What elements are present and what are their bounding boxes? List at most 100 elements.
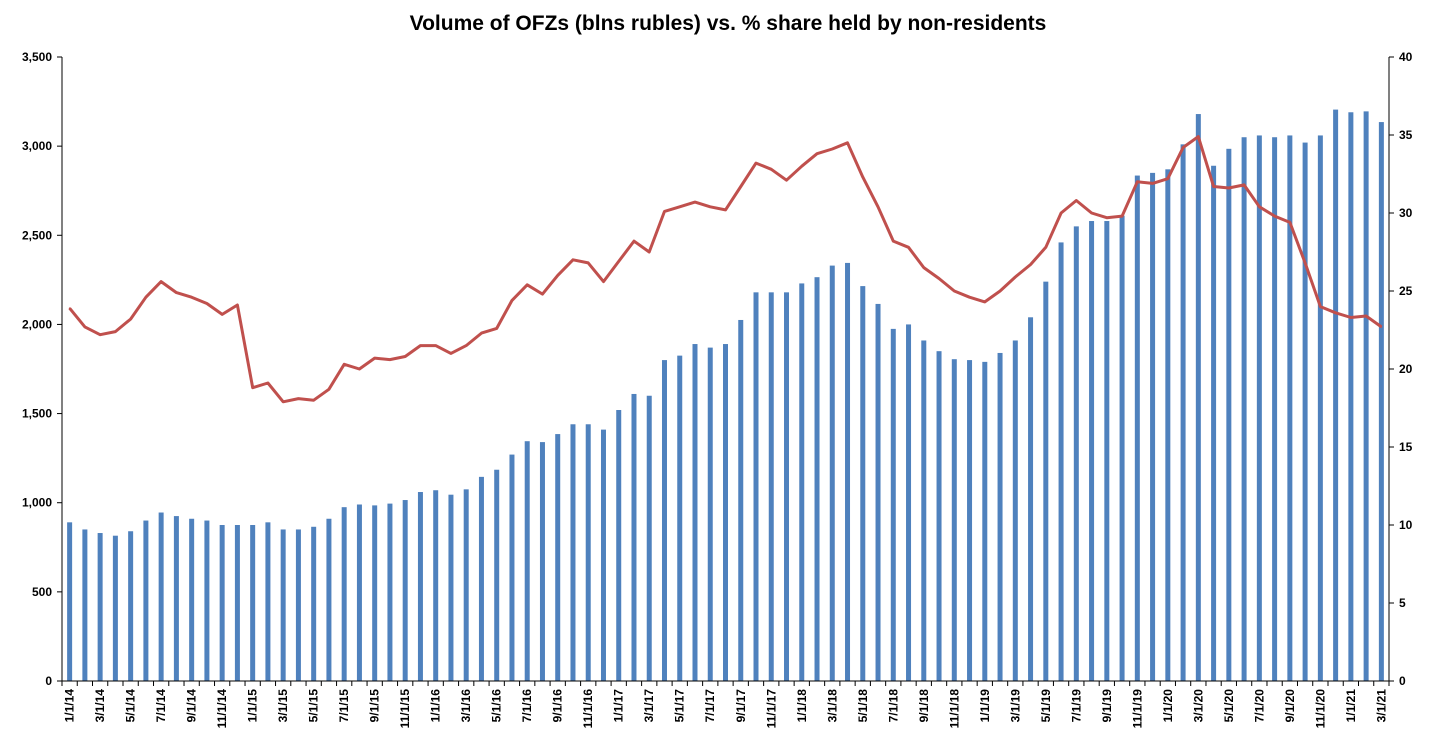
bar	[67, 522, 73, 681]
bar	[356, 504, 362, 681]
bar	[860, 286, 866, 681]
line-point	[1334, 312, 1337, 314]
bar	[1211, 165, 1217, 682]
line-point	[114, 330, 117, 333]
line-point	[358, 368, 361, 370]
line-point	[1365, 315, 1367, 317]
bar	[326, 518, 332, 681]
line-point	[480, 332, 483, 334]
line-point	[709, 205, 712, 208]
line-point	[1090, 212, 1093, 214]
line-point	[633, 240, 635, 242]
bar	[1317, 135, 1323, 682]
bar	[875, 303, 881, 681]
line-point	[328, 388, 330, 391]
line-point	[1380, 326, 1383, 328]
bar	[921, 340, 927, 681]
x-tick-label: 3/1/16	[459, 689, 473, 723]
bar	[1150, 172, 1156, 681]
line-point	[373, 357, 376, 359]
x-tick-label: 1/1/14	[63, 689, 77, 723]
bar	[982, 361, 988, 681]
line-point	[968, 296, 971, 299]
bar	[951, 359, 957, 681]
line-point	[1075, 199, 1078, 202]
line-point	[236, 304, 239, 306]
x-tick-label: 9/1/14	[185, 689, 199, 723]
x-tick-label: 3/1/17	[642, 689, 656, 723]
line-point	[434, 344, 437, 347]
line-point	[343, 363, 345, 366]
bar	[1012, 340, 1018, 681]
bar	[204, 520, 210, 681]
bar	[524, 441, 530, 681]
left-tick-label: 3,500	[22, 50, 52, 64]
line-point	[541, 293, 544, 295]
axes: 0 500 1,000 1,500 2,000 2,500 3,000 3,500 0 5 10 15…	[22, 50, 1413, 728]
bar	[1333, 109, 1339, 681]
line-point	[816, 152, 818, 155]
x-tick-label: 3/1/19	[1008, 689, 1022, 723]
bar	[845, 262, 851, 681]
x-tick-label: 7/1/19	[1069, 689, 1083, 723]
x-tick-label: 1/1/20	[1161, 689, 1175, 723]
line-point	[1121, 215, 1123, 217]
line-point	[1182, 146, 1184, 149]
x-tick-label: 1/1/15	[246, 689, 260, 723]
left-tick-label: 3,000	[22, 139, 52, 153]
x-tick-label: 7/1/17	[703, 689, 717, 723]
line-point	[1197, 135, 1200, 138]
line-point	[160, 280, 162, 283]
line-point	[785, 179, 788, 182]
right-tick-label: 30	[1399, 206, 1413, 220]
line-point	[511, 299, 513, 302]
bar	[143, 520, 149, 681]
bar	[1195, 114, 1201, 681]
line-point	[724, 209, 727, 211]
x-tick-label: 9/1/20	[1283, 689, 1297, 723]
line-point	[190, 296, 193, 299]
line-point	[1304, 262, 1306, 264]
bar	[753, 292, 759, 681]
line-point	[1212, 185, 1215, 188]
line-point	[495, 327, 498, 330]
line-point	[99, 333, 101, 336]
bar	[128, 531, 134, 681]
right-tick-label: 25	[1399, 284, 1413, 298]
line-point	[861, 176, 864, 178]
bar	[906, 324, 912, 681]
right-tick-label: 20	[1399, 362, 1413, 376]
x-tick-label: 7/1/15	[337, 689, 351, 723]
line-point	[526, 283, 529, 286]
bar	[265, 522, 271, 681]
bar	[1272, 137, 1278, 681]
line-point	[419, 344, 422, 347]
right-tick-label: 10	[1399, 518, 1413, 532]
bar	[1134, 175, 1140, 681]
line-point	[129, 318, 132, 320]
line-point	[739, 185, 742, 188]
x-tick-label: 7/1/18	[886, 689, 900, 723]
line-point	[755, 162, 757, 164]
bar	[280, 529, 286, 681]
line-point	[602, 280, 605, 283]
line-point	[831, 148, 834, 150]
line-point	[251, 386, 254, 389]
x-tick-label: 11/1/14	[215, 689, 229, 729]
line-point	[1273, 215, 1276, 217]
line-point	[221, 313, 223, 316]
bar	[1028, 317, 1034, 681]
chart-title: Volume of OFZs (blns rubles) vs. % share…	[409, 12, 1047, 35]
x-tick-label: 5/1/17	[673, 689, 687, 723]
line-point	[1289, 221, 1291, 224]
line-point	[1228, 187, 1230, 189]
x-tick-label: 5/1/18	[856, 689, 870, 723]
x-tick-label: 5/1/20	[1222, 689, 1236, 723]
line-point	[663, 210, 666, 213]
right-tick-label: 15	[1399, 440, 1413, 454]
line-point	[678, 205, 681, 208]
line-point	[1350, 316, 1352, 319]
bar	[1165, 169, 1171, 681]
bar	[311, 526, 317, 681]
